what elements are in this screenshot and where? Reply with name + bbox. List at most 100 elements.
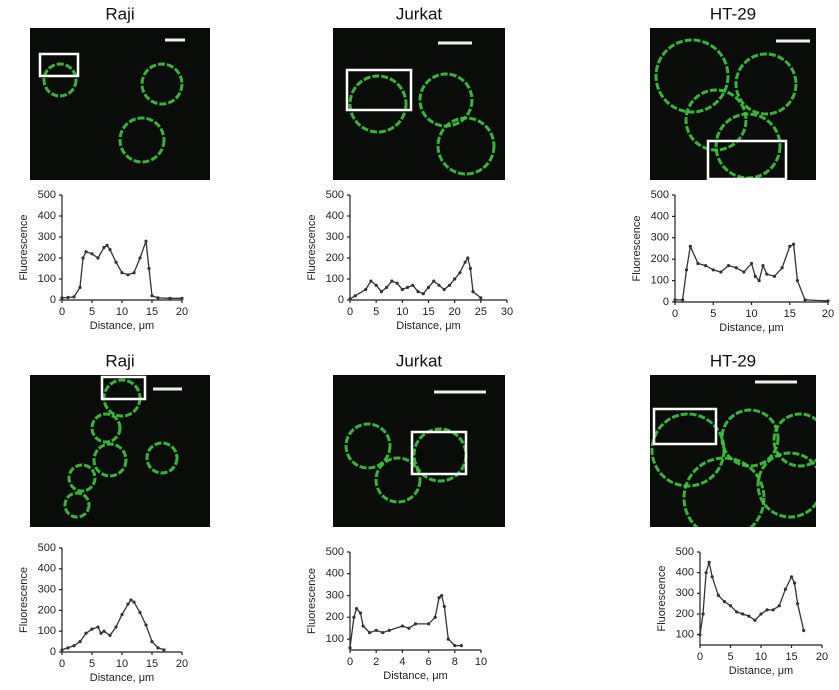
profile-point bbox=[66, 295, 70, 300]
cell bbox=[436, 116, 496, 176]
x-tick-label: 15 bbox=[146, 658, 158, 670]
panel-title: Raji bbox=[105, 351, 134, 370]
profile-point bbox=[81, 256, 85, 260]
y-tick-label: 500 bbox=[676, 546, 694, 558]
profile-point bbox=[352, 615, 356, 619]
y-tick-label: 0 bbox=[50, 646, 56, 658]
profile-point bbox=[102, 629, 106, 633]
cell bbox=[756, 451, 816, 519]
profile-point bbox=[479, 296, 483, 300]
y-tick-label: 100 bbox=[651, 275, 669, 287]
y-tick-label: 100 bbox=[326, 273, 344, 285]
cell bbox=[772, 412, 816, 468]
profile-point bbox=[765, 272, 769, 276]
profile-point bbox=[400, 624, 404, 628]
cells bbox=[42, 62, 184, 164]
profile-point bbox=[126, 602, 130, 606]
profile-point bbox=[711, 268, 715, 272]
y-tick-label: 500 bbox=[38, 189, 56, 201]
profile-point bbox=[701, 612, 705, 616]
panel-title: Raji bbox=[105, 4, 134, 23]
x-tick-label: 15 bbox=[422, 306, 434, 318]
profile-point bbox=[144, 623, 148, 627]
micrograph bbox=[30, 375, 210, 527]
profile-point bbox=[126, 273, 130, 277]
profile-point bbox=[114, 625, 118, 629]
profile-point bbox=[753, 274, 757, 278]
profile-point bbox=[60, 296, 64, 300]
profile-point bbox=[426, 285, 431, 289]
profile-point bbox=[427, 622, 431, 626]
y-tick-label: 400 bbox=[38, 563, 56, 575]
y-tick-label: 300 bbox=[326, 589, 344, 601]
x-tick-label: 20 bbox=[816, 651, 828, 663]
profile-point bbox=[458, 271, 462, 275]
profile-point bbox=[405, 285, 410, 289]
profile-point bbox=[361, 624, 365, 628]
profile-point bbox=[385, 285, 389, 289]
profile-point bbox=[442, 287, 446, 292]
x-tick-label: 5 bbox=[727, 651, 733, 663]
y-tick-label: 0 bbox=[50, 294, 56, 306]
panel-title: HT-29 bbox=[710, 351, 756, 370]
x-tick-label: 5 bbox=[89, 658, 95, 670]
y-tick-label: 300 bbox=[676, 587, 694, 599]
profile-point bbox=[747, 614, 751, 618]
profile-point bbox=[442, 604, 446, 609]
profile-line bbox=[349, 594, 462, 648]
x-tick-label: 8 bbox=[452, 656, 458, 668]
profile-point bbox=[108, 248, 112, 252]
y-tick-label: 100 bbox=[38, 273, 56, 285]
profile-point bbox=[707, 560, 711, 564]
profile-point bbox=[156, 296, 160, 300]
x-axis-label: Distance, μm bbox=[90, 320, 154, 332]
y-tick-label: 0 bbox=[663, 296, 669, 308]
x-tick-label: 20 bbox=[176, 658, 188, 670]
profile-point bbox=[459, 644, 463, 648]
profile-point bbox=[468, 266, 472, 271]
x-tick-label: 6 bbox=[426, 656, 432, 668]
cell bbox=[63, 491, 91, 519]
profile-point bbox=[120, 271, 124, 275]
x-tick-label: 10 bbox=[116, 306, 128, 318]
profile-point bbox=[413, 622, 418, 626]
profile-point bbox=[696, 261, 700, 266]
cell bbox=[118, 116, 166, 164]
profile-point bbox=[132, 271, 136, 275]
x-tick-label: 10 bbox=[475, 656, 487, 668]
x-axis-label: Distance, μm bbox=[729, 665, 793, 677]
profile-point bbox=[72, 644, 76, 648]
x-tick-label: 4 bbox=[399, 656, 405, 668]
profile-point bbox=[129, 598, 133, 602]
cell bbox=[654, 38, 730, 114]
roi-box bbox=[100, 375, 147, 401]
y-axis-label: Fluorescence bbox=[18, 567, 30, 633]
profile-point bbox=[108, 633, 112, 637]
profile-point bbox=[803, 298, 807, 302]
x-tick-label: 25 bbox=[475, 306, 487, 318]
roi-box bbox=[706, 139, 788, 181]
y-tick-label: 200 bbox=[651, 253, 669, 265]
x-axis-label: Distance, μm bbox=[383, 670, 447, 682]
x-tick-label: 2 bbox=[373, 656, 379, 668]
cell bbox=[42, 62, 78, 98]
profile-point bbox=[433, 615, 437, 619]
cell bbox=[374, 456, 422, 504]
profile-point bbox=[411, 283, 415, 287]
cells bbox=[650, 408, 816, 527]
profile-point bbox=[437, 283, 441, 287]
profile-point bbox=[348, 646, 352, 650]
profile-point bbox=[777, 604, 781, 608]
y-tick-label: 0 bbox=[338, 294, 344, 306]
profile-point bbox=[796, 602, 800, 606]
profile-point bbox=[710, 575, 714, 579]
profile-point bbox=[374, 628, 378, 633]
profile-point bbox=[698, 633, 702, 637]
profile-line bbox=[61, 240, 182, 299]
cell bbox=[92, 442, 128, 478]
y-tick-label: 400 bbox=[326, 210, 344, 222]
profile-point bbox=[802, 628, 806, 633]
roi-box bbox=[410, 430, 468, 476]
profile-point bbox=[432, 279, 436, 283]
